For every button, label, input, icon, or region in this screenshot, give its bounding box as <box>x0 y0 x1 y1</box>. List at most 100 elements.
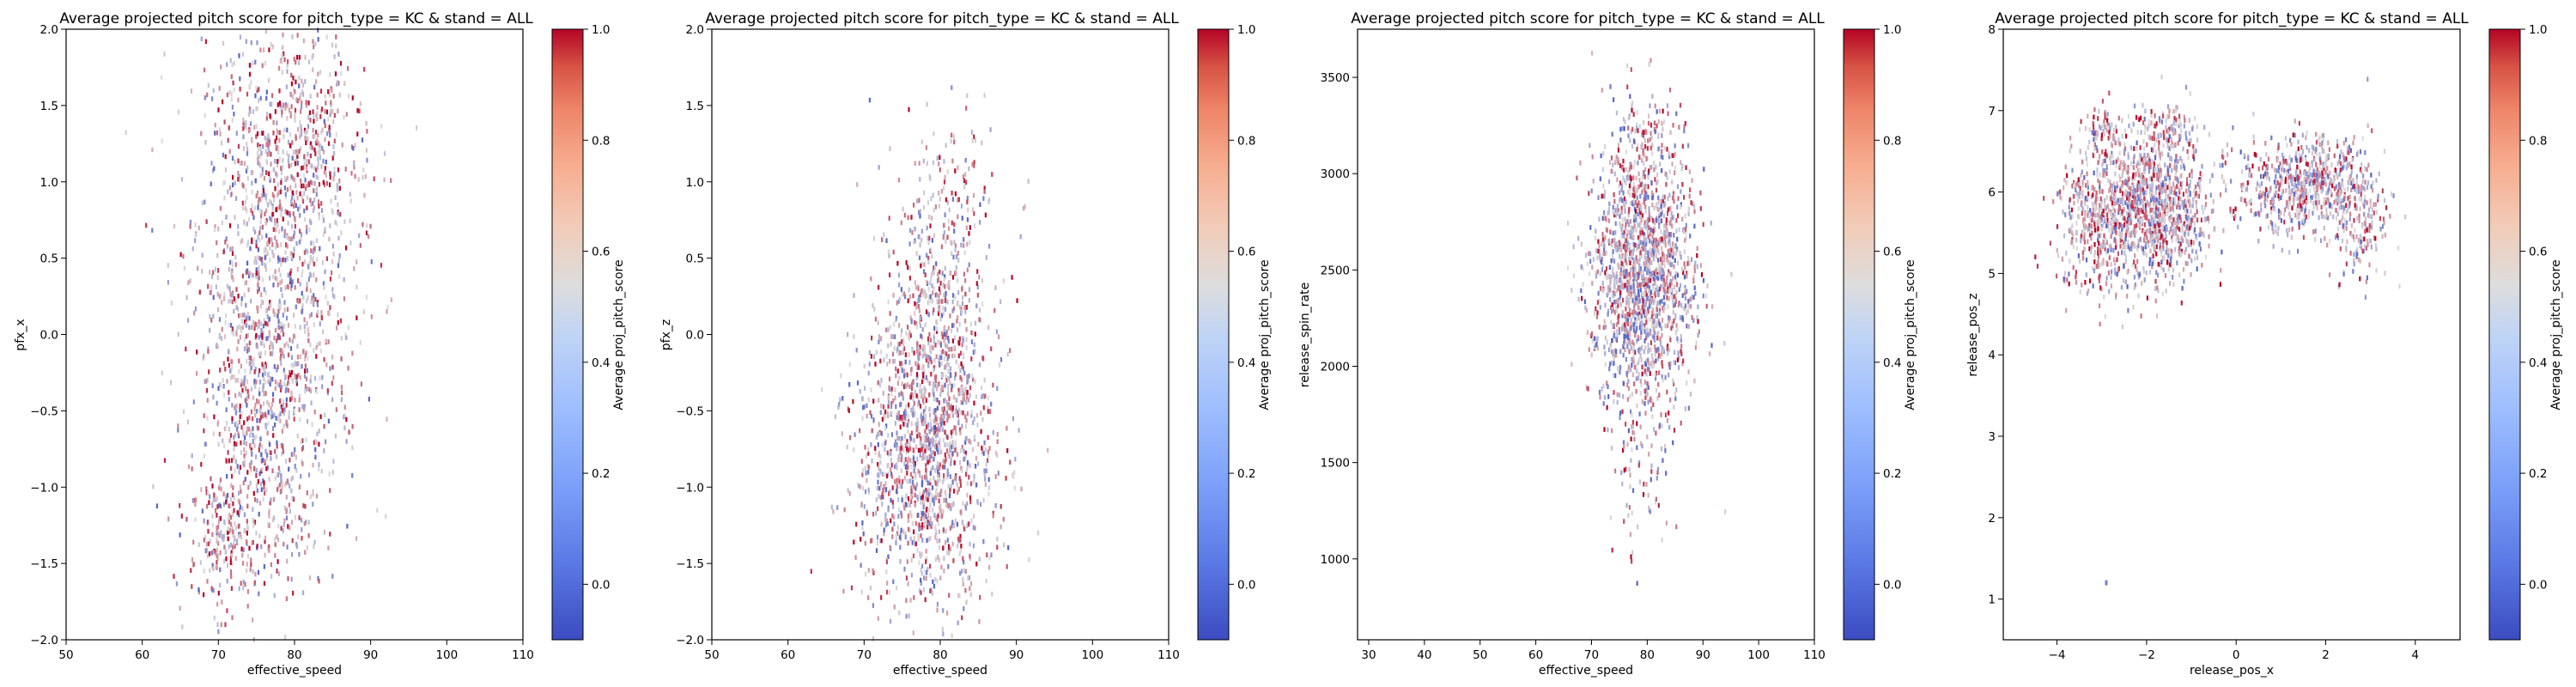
heatmap-cell <box>306 284 308 289</box>
heatmap-cell <box>246 312 249 317</box>
heatmap-cell <box>969 463 971 468</box>
heatmap-cell <box>294 464 296 469</box>
heatmap-cell <box>947 368 950 374</box>
heatmap-cell <box>331 109 334 114</box>
heatmap-cell <box>892 334 895 339</box>
heatmap-cell <box>224 154 227 160</box>
heatmap-cell <box>924 429 927 435</box>
heatmap-cell <box>253 125 256 130</box>
heatmap-cell <box>264 220 267 226</box>
heatmap-cell <box>246 175 249 181</box>
heatmap-cell <box>207 349 210 354</box>
heatmap-cell <box>289 186 291 192</box>
heatmap-cell <box>1686 261 1689 266</box>
heatmap-cell <box>948 593 951 599</box>
heatmap-cell <box>297 206 300 212</box>
heatmap-cell <box>272 496 275 502</box>
heatmap-cell <box>911 230 914 235</box>
heatmap-cell <box>1012 416 1014 422</box>
heatmap-cell <box>933 475 935 481</box>
heatmap-cell <box>1644 389 1647 394</box>
heatmap-cell <box>981 385 983 391</box>
heatmap-cell <box>972 192 975 198</box>
heatmap-cell <box>907 264 909 270</box>
heatmap-cell <box>297 373 300 378</box>
heatmap-cell <box>1668 206 1671 211</box>
heatmap-cell <box>960 410 963 416</box>
heatmap-cell <box>959 533 962 539</box>
heatmap-cell <box>951 275 955 280</box>
heatmap-cell <box>281 165 283 170</box>
heatmap-cell <box>919 441 921 446</box>
heatmap-cell <box>924 597 927 603</box>
heatmap-cell <box>1666 254 1668 260</box>
heatmap-cell <box>312 208 314 213</box>
heatmap-cell <box>931 485 934 490</box>
heatmap-cell <box>907 423 909 428</box>
heatmap-cell <box>288 163 290 169</box>
heatmap-cell <box>299 354 301 360</box>
heatmap-cell <box>1627 428 1630 434</box>
heatmap-cell <box>1653 167 1656 173</box>
heatmap-cell <box>979 202 981 207</box>
heatmap-cell <box>327 545 330 550</box>
heatmap-cell <box>278 298 281 304</box>
heatmap-cell <box>251 360 253 365</box>
heatmap-cell <box>354 173 356 179</box>
heatmap-cell <box>1636 110 1638 115</box>
heatmap-cell <box>1601 216 1604 222</box>
heatmap-cell <box>943 331 945 337</box>
heatmap-cell <box>1693 378 1696 384</box>
heatmap-cell <box>983 185 986 191</box>
heatmap-cell <box>292 252 295 258</box>
heatmap-cell <box>216 400 218 406</box>
heatmap-cell <box>230 586 233 591</box>
heatmap-cell <box>226 244 229 249</box>
heatmap-cell <box>920 237 923 243</box>
heatmap-cell <box>1626 279 1629 285</box>
heatmap-cell <box>254 367 257 372</box>
heatmap-cell <box>246 470 249 475</box>
heatmap-cell <box>216 528 218 533</box>
heatmap-cell <box>224 167 228 173</box>
heatmap-cell <box>264 380 266 385</box>
heatmap-cell <box>294 284 296 290</box>
heatmap-cell <box>213 414 216 420</box>
heatmap-cell <box>317 27 319 33</box>
heatmap-cell <box>1664 242 1667 248</box>
heatmap-cell <box>1672 251 1674 256</box>
heatmap-cell <box>1687 405 1690 411</box>
heatmap-cell <box>995 451 998 456</box>
heatmap-cell <box>1646 367 1649 372</box>
heatmap-cell <box>995 329 998 335</box>
heatmap-cell <box>975 456 978 461</box>
heatmap-cell <box>927 489 929 494</box>
heatmap-cell <box>263 175 266 181</box>
heatmap-cell <box>237 498 240 503</box>
heatmap-cell <box>274 449 276 454</box>
heatmap-cell <box>246 519 248 524</box>
heatmap-cell <box>212 313 215 319</box>
heatmap-cell <box>316 138 319 143</box>
heatmap-cell <box>268 237 270 243</box>
heatmap-cell <box>295 136 297 141</box>
heatmap-cell <box>266 143 270 149</box>
heatmap-cell <box>1611 168 1613 174</box>
heatmap-cell <box>298 55 301 60</box>
heatmap-cell <box>290 104 293 109</box>
heatmap-cell <box>271 468 274 473</box>
heatmap-cell <box>910 430 913 436</box>
heatmap-cell <box>898 446 901 452</box>
heatmap-cell <box>303 520 306 526</box>
heatmap-cell <box>240 379 243 384</box>
heatmap-cell <box>208 541 210 546</box>
heatmap-cell <box>1647 308 1649 314</box>
heatmap-cell <box>296 266 299 272</box>
heatmap-cell <box>264 391 266 396</box>
heatmap-cell <box>321 260 325 265</box>
heatmap-cell <box>204 199 206 205</box>
heatmap-cell <box>301 461 304 466</box>
heatmap-cell <box>895 404 897 410</box>
heatmap-cell <box>258 264 260 270</box>
heatmap-cell <box>905 404 908 410</box>
